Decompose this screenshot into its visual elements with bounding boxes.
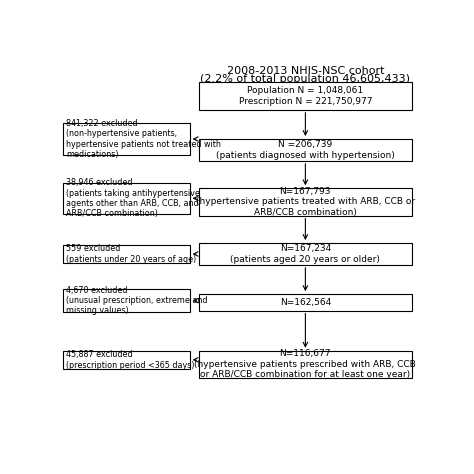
FancyBboxPatch shape (199, 82, 412, 110)
Text: N=167,234
(patients aged 20 years or older): N=167,234 (patients aged 20 years or old… (230, 244, 380, 264)
FancyBboxPatch shape (63, 245, 190, 263)
Text: 45,887 excluded
(prescription period <365 days): 45,887 excluded (prescription period <36… (66, 350, 194, 370)
FancyBboxPatch shape (199, 243, 412, 265)
Text: 2008-2013 NHIS-NSC cohort: 2008-2013 NHIS-NSC cohort (227, 66, 384, 76)
Text: 38,946 excluded
(patients taking antihypertensive
agents other than ARB, CCB, an: 38,946 excluded (patients taking antihyp… (66, 178, 200, 219)
Text: N =206,739
(patients diagnosed with hypertension): N =206,739 (patients diagnosed with hype… (216, 140, 395, 160)
Text: 4,670 excluded
(unusual prescription, extreme and
missing values): 4,670 excluded (unusual prescription, ex… (66, 286, 207, 315)
Text: N=116,677
(hypertensive patients prescribed with ARB, CCB
or ARB/CCB combination: N=116,677 (hypertensive patients prescri… (194, 349, 416, 379)
FancyBboxPatch shape (199, 139, 412, 161)
Text: Population N = 1,048,061
Prescription N = 221,750,977: Population N = 1,048,061 Prescription N … (238, 86, 372, 106)
FancyBboxPatch shape (199, 294, 412, 310)
FancyBboxPatch shape (63, 123, 190, 155)
Text: (2.2% of total population 46,605,433): (2.2% of total population 46,605,433) (201, 74, 410, 84)
FancyBboxPatch shape (63, 289, 190, 312)
FancyBboxPatch shape (199, 351, 412, 378)
FancyBboxPatch shape (63, 183, 190, 214)
FancyBboxPatch shape (199, 188, 412, 216)
Text: 841,322 excluded
(non-hypertensive patients,
hypertensive patients not treated w: 841,322 excluded (non-hypertensive patie… (66, 119, 221, 159)
Text: 559 excluded
(patients under 20 years of age): 559 excluded (patients under 20 years of… (66, 244, 196, 264)
Text: N=162,564: N=162,564 (280, 298, 331, 307)
FancyBboxPatch shape (63, 351, 190, 369)
Text: N=167,793
(hypertensive patients treated with ARB, CCB or
ARB/CCB combination): N=167,793 (hypertensive patients treated… (196, 187, 415, 217)
